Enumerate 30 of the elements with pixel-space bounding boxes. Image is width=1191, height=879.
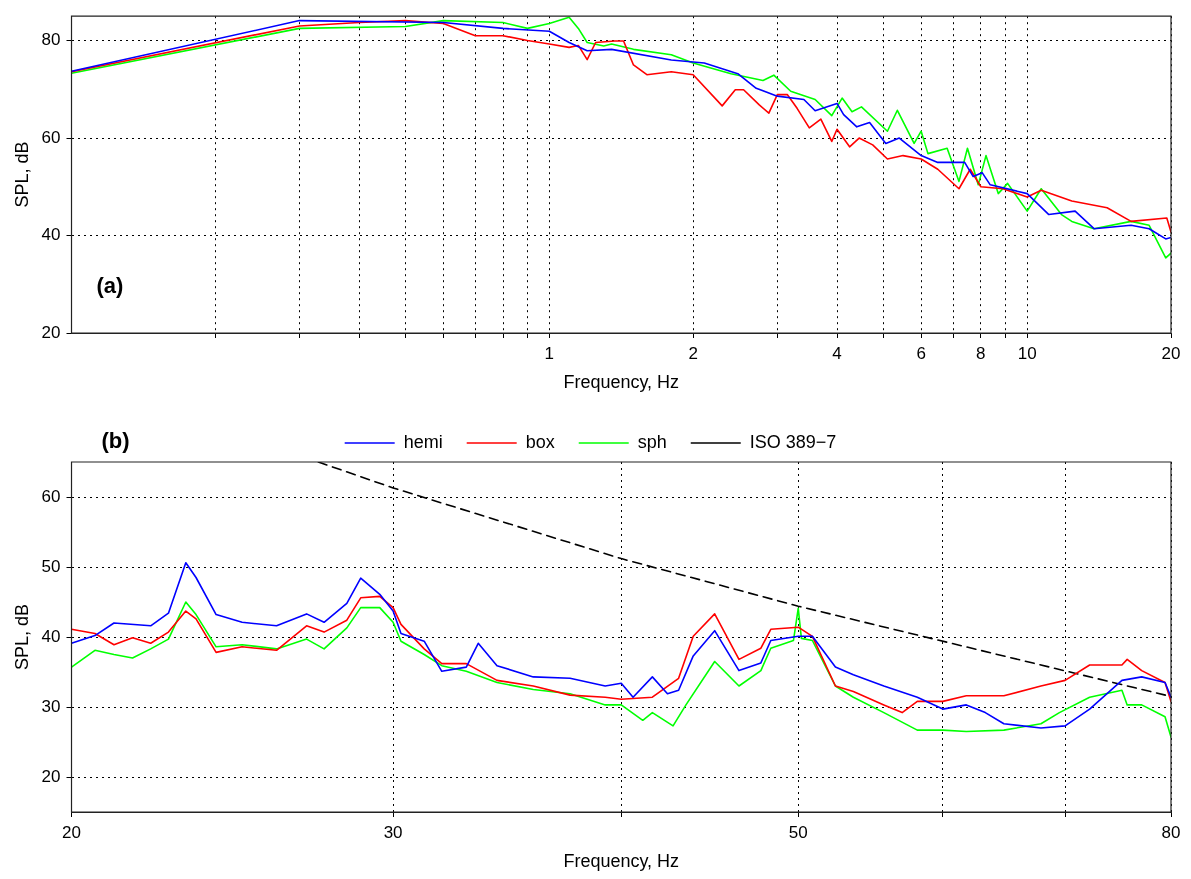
legend-label: hemi: [403, 431, 443, 452]
y-tick-label: 20: [41, 766, 61, 786]
y-tick-label: 60: [41, 127, 61, 147]
x-tick-label: 6: [916, 343, 926, 363]
y-tick-label: 80: [41, 30, 61, 50]
x-tick-label: 20: [1161, 343, 1181, 363]
x-tick-label: 10: [1017, 343, 1037, 363]
legend-label: sph: [637, 431, 667, 452]
y-axis-title: SPL, dB: [11, 141, 32, 208]
legend-label: box: [525, 431, 555, 452]
x-tick-label: 80: [1161, 822, 1181, 842]
x-tick-label: 1: [544, 343, 555, 363]
x-tick-label: 30: [383, 822, 403, 842]
text: (b): [101, 428, 130, 453]
y-axis-title: SPL, dB: [11, 603, 32, 671]
x-axis-title: Frequency, Hz: [563, 851, 680, 872]
x-tick-label: 4: [832, 343, 842, 363]
y-tick-label: 40: [41, 225, 61, 245]
y-tick-label: 40: [41, 626, 61, 646]
x-tick-label: 50: [788, 822, 808, 842]
y-tick-label: 50: [41, 556, 61, 576]
y-tick-label: 60: [41, 486, 61, 506]
x-tick-label: 20: [62, 822, 81, 842]
y-tick-label: 30: [41, 696, 61, 716]
x-tick-label: 8: [976, 343, 986, 363]
x-axis-title: Frequency, Hz: [563, 372, 680, 393]
y-tick-label: 20: [41, 322, 61, 342]
annotation: (a): [96, 273, 124, 298]
legend-label: ISO 389−7: [749, 431, 837, 452]
x-tick-label: 2: [688, 343, 698, 363]
